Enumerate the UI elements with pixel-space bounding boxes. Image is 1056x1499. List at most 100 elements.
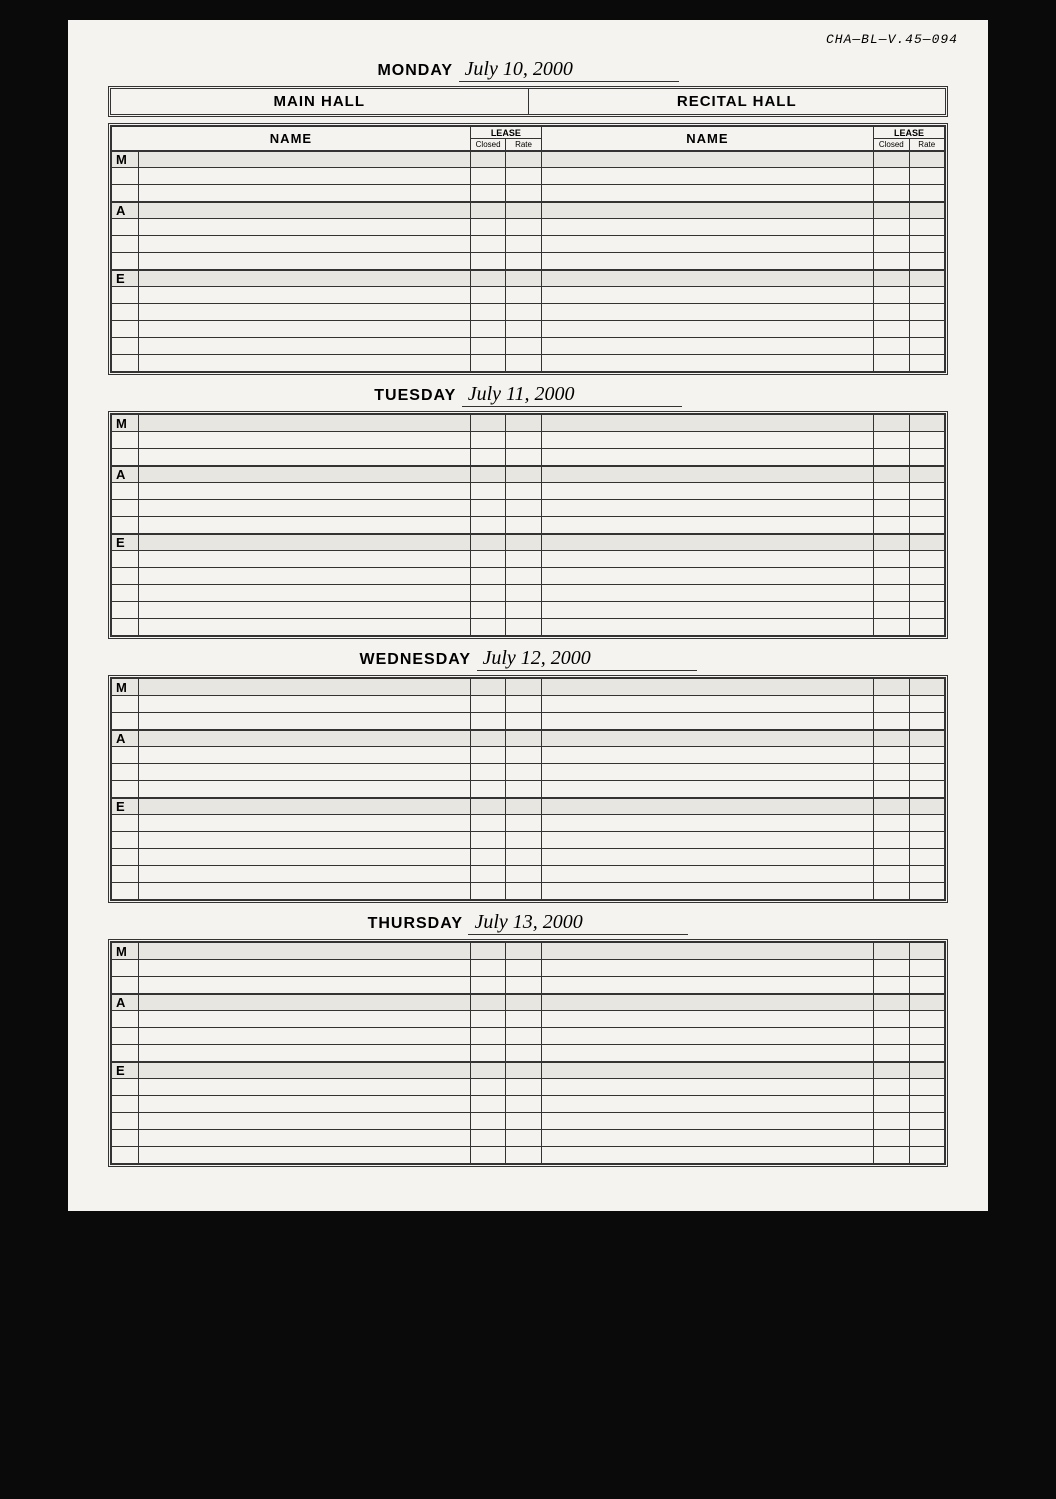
- cell: [470, 619, 505, 636]
- cell: [138, 1130, 470, 1147]
- cell: [138, 713, 470, 730]
- cell: [874, 500, 909, 517]
- cell: [470, 849, 505, 866]
- cell: [874, 1113, 909, 1130]
- cell: [506, 696, 541, 713]
- time-slot-label: M: [112, 415, 139, 432]
- cell: [506, 602, 541, 619]
- cell: [541, 764, 873, 781]
- cell: [541, 747, 873, 764]
- cell: [138, 1062, 470, 1079]
- cell: [909, 994, 944, 1011]
- cell: [874, 304, 909, 321]
- cell: [874, 270, 909, 287]
- cell: [506, 432, 541, 449]
- cell: [909, 849, 944, 866]
- cell: [874, 619, 909, 636]
- cell: [874, 568, 909, 585]
- cell: [541, 287, 873, 304]
- cell: [470, 815, 505, 832]
- cell: [541, 466, 873, 483]
- cell: [138, 466, 470, 483]
- cell: [874, 1028, 909, 1045]
- cell: [470, 1113, 505, 1130]
- cell: [506, 534, 541, 551]
- cell: [909, 1062, 944, 1079]
- cell: [506, 943, 541, 960]
- handwritten-date: July 10, 2000: [459, 58, 679, 82]
- cell: [541, 994, 873, 1011]
- name-header: NAME: [112, 127, 471, 151]
- cell: [506, 236, 541, 253]
- cell: [541, 866, 873, 883]
- cell: [874, 355, 909, 372]
- cell: [541, 321, 873, 338]
- cell: [112, 219, 139, 236]
- cell: [470, 534, 505, 551]
- cell: [506, 866, 541, 883]
- cell: [506, 781, 541, 798]
- cell: [138, 304, 470, 321]
- cell: [541, 534, 873, 551]
- cell: [138, 960, 470, 977]
- day-grid: M A: [108, 939, 948, 1167]
- day-label: MONDAY: [377, 62, 453, 80]
- cell: [506, 994, 541, 1011]
- cell: [874, 449, 909, 466]
- cell: [138, 1079, 470, 1096]
- cell: [470, 338, 505, 355]
- cell: [909, 534, 944, 551]
- cell: [506, 151, 541, 168]
- cell: [874, 730, 909, 747]
- cell: [909, 619, 944, 636]
- cell: [874, 883, 909, 900]
- time-slot-label: M: [112, 151, 139, 168]
- cell: [541, 432, 873, 449]
- cell: [138, 1011, 470, 1028]
- cell: [506, 798, 541, 815]
- cell: [112, 619, 139, 636]
- cell: [874, 466, 909, 483]
- day-header: TUESDAY July 11, 2000: [108, 383, 948, 407]
- time-slot-label: A: [112, 994, 139, 1011]
- cell: [470, 1028, 505, 1045]
- cell: [470, 551, 505, 568]
- cell: [506, 1062, 541, 1079]
- cell: [541, 849, 873, 866]
- cell: [541, 960, 873, 977]
- cell: [909, 1096, 944, 1113]
- cell: [874, 483, 909, 500]
- cell: [138, 551, 470, 568]
- cell: [112, 304, 139, 321]
- cell: [470, 994, 505, 1011]
- cell: [874, 832, 909, 849]
- handwritten-date: July 12, 2000: [477, 647, 697, 671]
- cell: [909, 1113, 944, 1130]
- cell: [874, 185, 909, 202]
- cell: [112, 432, 139, 449]
- cell: [112, 849, 139, 866]
- cell: [112, 1045, 139, 1062]
- cell: [138, 679, 470, 696]
- cell: [470, 730, 505, 747]
- cell: [909, 1130, 944, 1147]
- cell: [112, 883, 139, 900]
- cell: [470, 1079, 505, 1096]
- cell: [112, 1147, 139, 1164]
- cell: [470, 1130, 505, 1147]
- closed-header: Closed: [470, 139, 505, 151]
- cell: [138, 151, 470, 168]
- cell: [874, 253, 909, 270]
- cell: [138, 730, 470, 747]
- cell: [874, 713, 909, 730]
- cell: [506, 449, 541, 466]
- cell: [541, 202, 873, 219]
- cell: [112, 236, 139, 253]
- cell: [874, 517, 909, 534]
- cell: [470, 151, 505, 168]
- cell: [470, 747, 505, 764]
- cell: [541, 219, 873, 236]
- cell: [470, 517, 505, 534]
- cell: [138, 415, 470, 432]
- cell: [506, 466, 541, 483]
